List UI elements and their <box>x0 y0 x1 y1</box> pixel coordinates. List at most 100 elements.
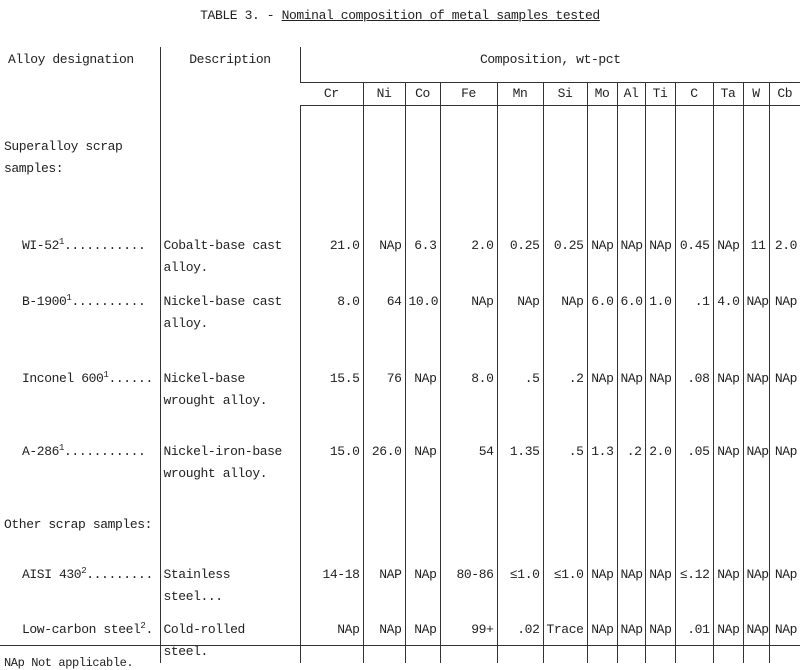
value-cell: 1.0 <box>644 278 675 352</box>
value-cell: NAp <box>404 551 440 608</box>
value-cell: .02 <box>496 607 543 663</box>
value-cell: .2 <box>542 351 587 427</box>
header-cell: Description <box>159 47 300 106</box>
value-cell: 8.0 <box>299 278 363 352</box>
alloy-cell: A-2861........... <box>0 427 160 502</box>
element-header: Cr <box>300 82 363 106</box>
description: Stainless steel... <box>159 551 300 608</box>
value-cell: 10.0 <box>404 278 440 352</box>
element-header: Ta <box>712 82 743 106</box>
element-header: Ti <box>644 82 675 106</box>
value-cell: 0.45 <box>674 203 713 279</box>
header-cell: Composition, wt-pct <box>299 47 800 83</box>
description: Cobalt-base cast alloy. <box>159 203 300 279</box>
element-header: Cb <box>768 82 800 106</box>
empty-cell <box>712 105 743 204</box>
value-cell: 26.0 <box>362 426 405 502</box>
element-header: Fe <box>439 82 497 106</box>
value-cell: .05 <box>674 426 713 502</box>
value-cell: Trace <box>542 607 587 663</box>
empty-cell <box>542 501 587 552</box>
value-cell: 2.0 <box>768 203 800 279</box>
data-row: B-19001.......... Nickel-base cast alloy.… <box>0 278 800 352</box>
empty-cell <box>644 105 675 204</box>
footnote-ref: 1 <box>59 236 65 247</box>
header-row: Alloy designation Description Compositio… <box>0 47 800 106</box>
value-cell: 11 <box>742 203 769 279</box>
value-cell: 80-86 <box>439 551 497 608</box>
value-cell: 76 <box>362 351 405 427</box>
title: TABLE 3. - Nominal composition of metal … <box>0 8 800 23</box>
value-cell: NAp <box>542 278 587 352</box>
empty-cell <box>362 501 405 552</box>
value-cell: .01 <box>674 607 713 663</box>
value-cell: NAP <box>362 551 405 608</box>
value-cell: NAp <box>768 278 800 352</box>
value-cell: NAp <box>616 351 645 427</box>
value-cell: .5 <box>496 351 543 427</box>
value-cell: NAp <box>742 278 769 352</box>
value-cell: NAp <box>496 278 543 352</box>
value-cell: NAp <box>586 351 617 427</box>
value-cell: NAp <box>616 607 645 663</box>
empty-cell <box>742 105 769 204</box>
footnote-ref: 2 <box>81 565 87 576</box>
value-cell: 14-18 <box>299 551 363 608</box>
group-label: Superalloy scrap samples: <box>4 138 123 176</box>
table-label: TABLE 3. - <box>200 8 275 23</box>
leader-dots: ...... <box>108 370 153 386</box>
description: Nickel-base cast alloy. <box>159 278 300 352</box>
data-row: WI-521........... Cobalt-base cast alloy.… <box>0 203 800 279</box>
value-cell: NAp <box>586 551 617 608</box>
description: Nickel-iron-base wrought alloy. <box>159 426 300 502</box>
value-cell: NAp <box>768 607 800 663</box>
footnote-ref: 2 <box>140 620 146 631</box>
group-row: Other scrap samples: <box>0 501 800 552</box>
empty-cell <box>674 105 713 204</box>
empty-cell <box>674 501 713 552</box>
alloy-name: WI-52 <box>22 237 60 253</box>
value-cell: NAp <box>439 278 497 352</box>
alloy-name: Inconel 600 <box>22 370 104 386</box>
value-cell: .5 <box>542 426 587 502</box>
value-cell: 4.0 <box>712 278 743 352</box>
value-cell: NAp <box>362 607 405 663</box>
alloy-name: B-1900 <box>22 293 67 309</box>
empty-cell <box>712 501 743 552</box>
element-header: Si <box>542 82 587 106</box>
value-cell: 21.0 <box>299 203 363 279</box>
empty-cell <box>616 105 645 204</box>
empty-cell <box>586 105 617 204</box>
alloy-name: AISI 430 <box>22 566 82 582</box>
leader-dots: ......... <box>86 566 153 582</box>
value-cell: ≤1.0 <box>496 551 543 608</box>
table-title: Nominal composition of metal samples tes… <box>281 8 601 23</box>
footnote-ref: 1 <box>59 442 65 453</box>
value-cell: NAp <box>644 551 675 608</box>
footnote-ref: 1 <box>103 369 109 380</box>
element-row: Cr Ni Co Fe Mn Si Mo Al Ti C Ta W Cb <box>0 82 800 106</box>
description: Cold-rolled steel. <box>159 607 300 663</box>
alloy-cell: Low-carbon steel2. <box>0 608 160 663</box>
value-cell: NAp <box>768 551 800 608</box>
data-row: AISI 4302......... Stainless steel... 14-1… <box>0 551 800 608</box>
value-cell: 99+ <box>439 607 497 663</box>
value-cell: ≤1.0 <box>542 551 587 608</box>
table-body: Alloy designation Description Compositio… <box>0 47 800 663</box>
leader-dots: ........... <box>64 237 146 253</box>
data-row: Low-carbon steel2. Cold-rolled steel. NAp N… <box>0 607 800 663</box>
value-cell: NAp <box>712 426 743 502</box>
value-cell: 0.25 <box>496 203 543 279</box>
footnote: NAp Not applicable. <box>4 656 134 670</box>
empty-cell <box>616 501 645 552</box>
value-cell: NAp <box>616 203 645 279</box>
alloy-cell: WI-521........... <box>0 204 160 279</box>
value-cell: 1.35 <box>496 426 543 502</box>
value-cell: NAp <box>404 426 440 502</box>
alloy-cell: AISI 4302......... <box>0 552 160 608</box>
value-cell: 6.0 <box>616 278 645 352</box>
value-cell: NAp <box>712 203 743 279</box>
empty-cell <box>159 501 300 552</box>
value-cell: NAp <box>742 351 769 427</box>
